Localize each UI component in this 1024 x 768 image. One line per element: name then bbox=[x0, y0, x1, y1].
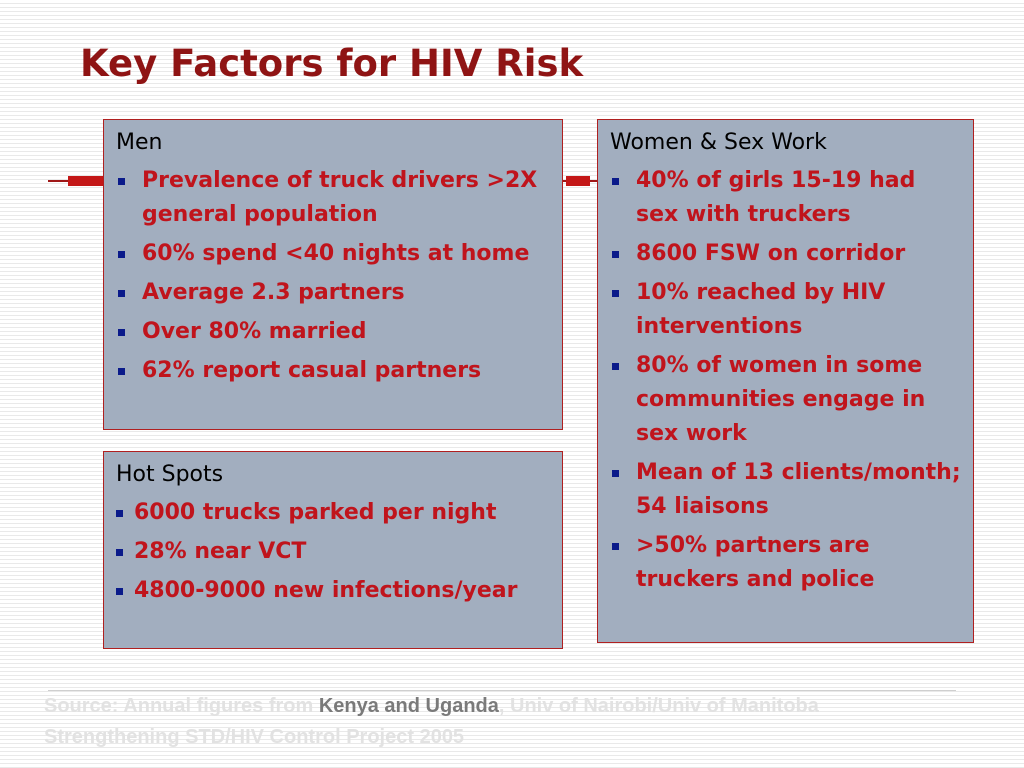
square-bullet-icon bbox=[116, 588, 123, 595]
list-item: Over 80% married bbox=[116, 315, 552, 349]
source-prefix: Source: Annual figures from bbox=[44, 695, 319, 717]
square-bullet-icon bbox=[116, 549, 123, 556]
list-item-text: Mean of 13 clients/month; 54 liaisons bbox=[636, 460, 961, 519]
list-item-text: Prevalence of truck drivers >2X general … bbox=[142, 168, 538, 227]
men-box-title: Men bbox=[116, 130, 163, 155]
list-item: Average 2.3 partners bbox=[116, 276, 552, 310]
women-list: 40% of girls 15-19 had sex with truckers… bbox=[610, 164, 963, 597]
men-list: Prevalence of truck drivers >2X general … bbox=[116, 164, 552, 388]
square-bullet-icon bbox=[612, 178, 619, 185]
list-item: 40% of girls 15-19 had sex with truckers bbox=[610, 164, 963, 232]
slide-title: Key Factors for HIV Risk bbox=[80, 42, 584, 85]
list-item-text: 40% of girls 15-19 had sex with truckers bbox=[636, 168, 916, 227]
list-item-text: 62% report casual partners bbox=[142, 358, 482, 383]
list-item: 60% spend <40 nights at home bbox=[116, 237, 552, 271]
square-bullet-icon bbox=[118, 290, 125, 297]
connector-mark-left bbox=[68, 176, 104, 186]
list-item-text: 28% near VCT bbox=[134, 539, 307, 564]
square-bullet-icon bbox=[118, 329, 125, 336]
list-item: 8600 FSW on corridor bbox=[610, 237, 963, 271]
list-item-text: 60% spend <40 nights at home bbox=[142, 241, 530, 266]
women-box-title: Women & Sex Work bbox=[610, 130, 827, 155]
square-bullet-icon bbox=[612, 251, 619, 258]
list-item-text: Over 80% married bbox=[142, 319, 367, 344]
hotspots-box: Hot Spots 6000 trucks parked per night 2… bbox=[103, 451, 563, 649]
list-item-text: >50% partners are truckers and police bbox=[636, 533, 875, 592]
hotspots-box-title: Hot Spots bbox=[116, 462, 224, 487]
list-item-text: 80% of women in some communities engage … bbox=[636, 353, 926, 446]
square-bullet-icon bbox=[118, 251, 125, 258]
square-bullet-icon bbox=[612, 290, 619, 297]
connector-mark-middle bbox=[566, 176, 590, 186]
list-item-text: Average 2.3 partners bbox=[142, 280, 405, 305]
source-citation: Source: Annual figures from Kenya and Ug… bbox=[44, 691, 944, 753]
men-box: Men Prevalence of truck drivers >2X gene… bbox=[103, 119, 563, 430]
square-bullet-icon bbox=[118, 178, 125, 185]
square-bullet-icon bbox=[612, 363, 619, 370]
list-item: 80% of women in some communities engage … bbox=[610, 349, 963, 451]
list-item-text: 4800-9000 new infections/year bbox=[134, 578, 518, 603]
list-item-text: 6000 trucks parked per night bbox=[134, 500, 497, 525]
source-highlight: Kenya and Uganda bbox=[318, 695, 499, 717]
list-item: >50% partners are truckers and police bbox=[610, 529, 963, 597]
list-item: 62% report casual partners bbox=[116, 354, 552, 388]
women-box: Women & Sex Work 40% of girls 15-19 had … bbox=[597, 119, 974, 643]
source-suffix: , Univ of Nairobi/Univ of Manitoba Stren… bbox=[44, 695, 819, 748]
list-item: 4800-9000 new infections/year bbox=[116, 574, 552, 608]
list-item: Mean of 13 clients/month; 54 liaisons bbox=[610, 456, 963, 524]
hotspots-list: 6000 trucks parked per night 28% near VC… bbox=[116, 496, 552, 608]
list-item-text: 10% reached by HIV interventions bbox=[636, 280, 886, 339]
square-bullet-icon bbox=[116, 510, 123, 517]
list-item-text: 8600 FSW on corridor bbox=[636, 241, 906, 266]
square-bullet-icon bbox=[118, 368, 125, 375]
list-item: 6000 trucks parked per night bbox=[116, 496, 552, 530]
list-item: 10% reached by HIV interventions bbox=[610, 276, 963, 344]
square-bullet-icon bbox=[612, 543, 619, 550]
footer-divider bbox=[48, 690, 956, 691]
square-bullet-icon bbox=[612, 470, 619, 477]
list-item: Prevalence of truck drivers >2X general … bbox=[116, 164, 552, 232]
list-item: 28% near VCT bbox=[116, 535, 552, 569]
